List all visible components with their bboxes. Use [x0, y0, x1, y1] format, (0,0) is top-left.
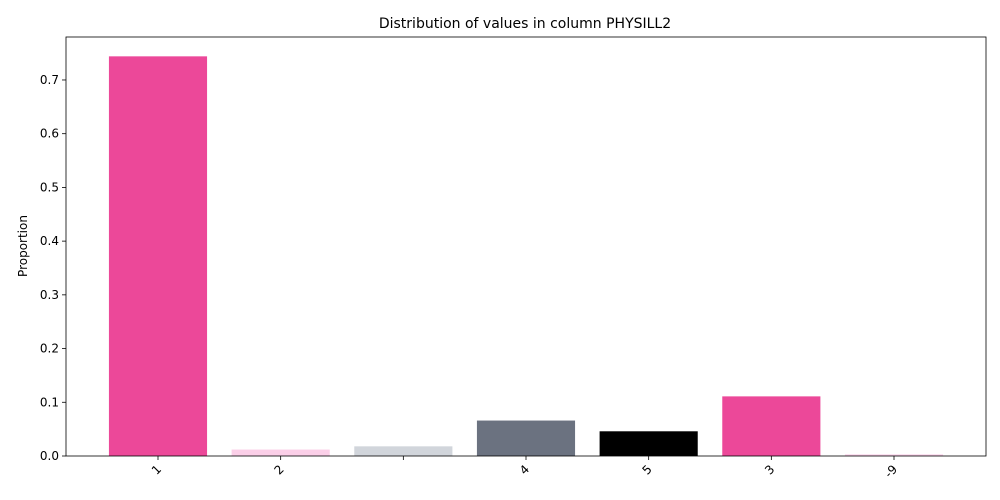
y-tick-label-2: 0.2: [40, 342, 59, 356]
x-tick-label-3: 4: [517, 462, 532, 477]
x-tick-label-5: 3: [762, 462, 777, 477]
chart-title: Distribution of values in column PHYSILL…: [379, 16, 671, 32]
y-tick-label-3: 0.3: [40, 288, 59, 302]
y-axis-label: Proportion: [16, 215, 30, 277]
x-tick-label-0: 1: [149, 462, 164, 477]
y-tick-label-1: 0.1: [40, 395, 59, 409]
bar-6: [844, 454, 944, 456]
y-tick-label-7: 0.7: [40, 73, 59, 87]
y-tick-label-6: 0.6: [40, 127, 59, 141]
x-tick-label-4: 5: [639, 462, 654, 477]
bar-3: [476, 420, 576, 456]
x-tick-label-6: -9: [882, 462, 900, 480]
bar-0: [108, 56, 208, 457]
bar-5: [722, 396, 821, 456]
y-tick-label-4: 0.4: [40, 234, 59, 248]
bar-2: [354, 446, 453, 456]
x-tick-label-1: 2: [271, 462, 286, 477]
plot-area: 0.0 0.1 0.2 0.3 0.4 0.5 0.6 0.7 1 2 4 5 3 -9: [40, 36, 987, 481]
bar-1: [231, 449, 330, 456]
y-tick-label-5: 0.5: [40, 180, 59, 194]
bar-4: [599, 431, 698, 456]
y-tick-label-0: 0.0: [40, 449, 59, 463]
